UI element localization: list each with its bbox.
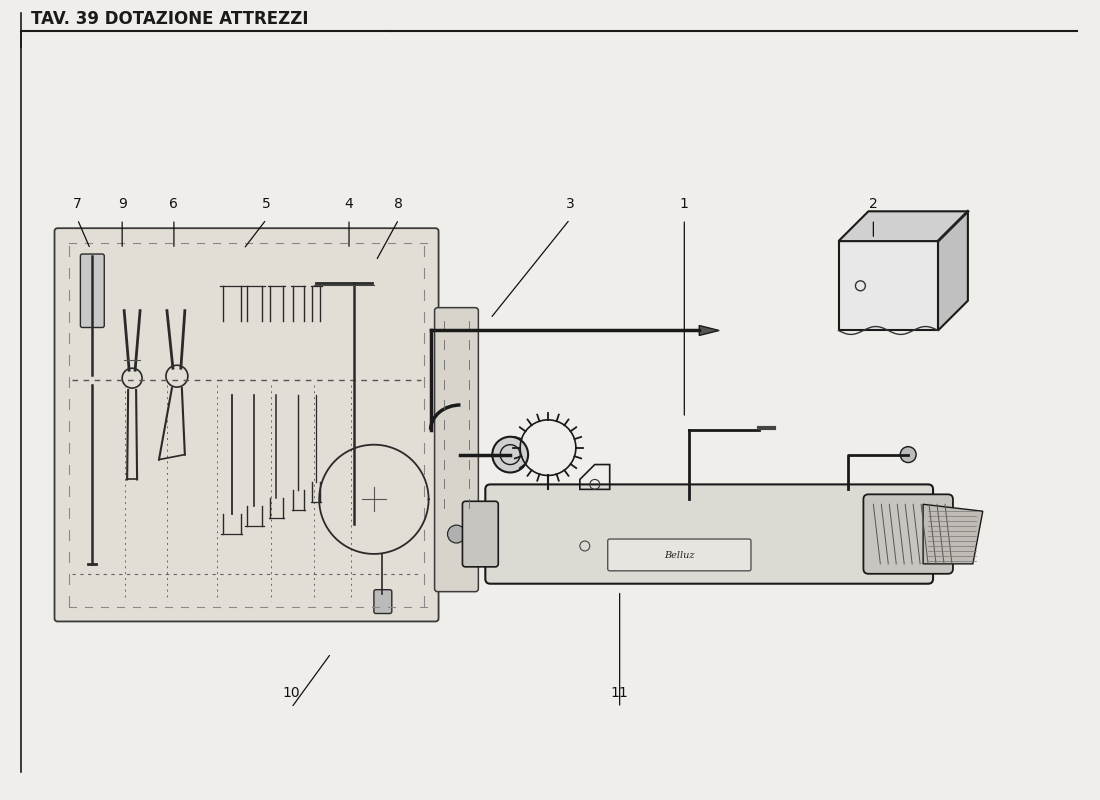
- Text: 3: 3: [565, 198, 574, 211]
- Circle shape: [681, 494, 697, 510]
- FancyBboxPatch shape: [607, 539, 751, 571]
- Polygon shape: [923, 504, 982, 564]
- Text: 10: 10: [283, 686, 300, 700]
- FancyBboxPatch shape: [374, 590, 392, 614]
- Circle shape: [493, 437, 528, 473]
- Text: Belluz: Belluz: [664, 551, 694, 561]
- Text: 1: 1: [680, 198, 689, 211]
- Text: 2: 2: [869, 198, 878, 211]
- Text: 5: 5: [262, 198, 271, 211]
- Polygon shape: [700, 326, 719, 335]
- FancyBboxPatch shape: [485, 485, 933, 584]
- Text: 11: 11: [610, 686, 628, 700]
- FancyBboxPatch shape: [80, 254, 104, 327]
- Polygon shape: [838, 211, 968, 241]
- Text: TAV. 39 DOTAZIONE ATTREZZI: TAV. 39 DOTAZIONE ATTREZZI: [31, 10, 308, 28]
- Circle shape: [947, 525, 965, 543]
- FancyBboxPatch shape: [838, 241, 938, 330]
- FancyBboxPatch shape: [55, 228, 439, 622]
- Text: 4: 4: [344, 198, 353, 211]
- Text: 7: 7: [73, 198, 81, 211]
- Text: 9: 9: [118, 198, 127, 211]
- Polygon shape: [938, 211, 968, 330]
- Text: 6: 6: [169, 198, 178, 211]
- Circle shape: [448, 525, 465, 543]
- FancyBboxPatch shape: [864, 494, 953, 574]
- Text: 8: 8: [394, 198, 404, 211]
- Circle shape: [900, 446, 916, 462]
- FancyBboxPatch shape: [434, 308, 478, 592]
- FancyBboxPatch shape: [462, 502, 498, 567]
